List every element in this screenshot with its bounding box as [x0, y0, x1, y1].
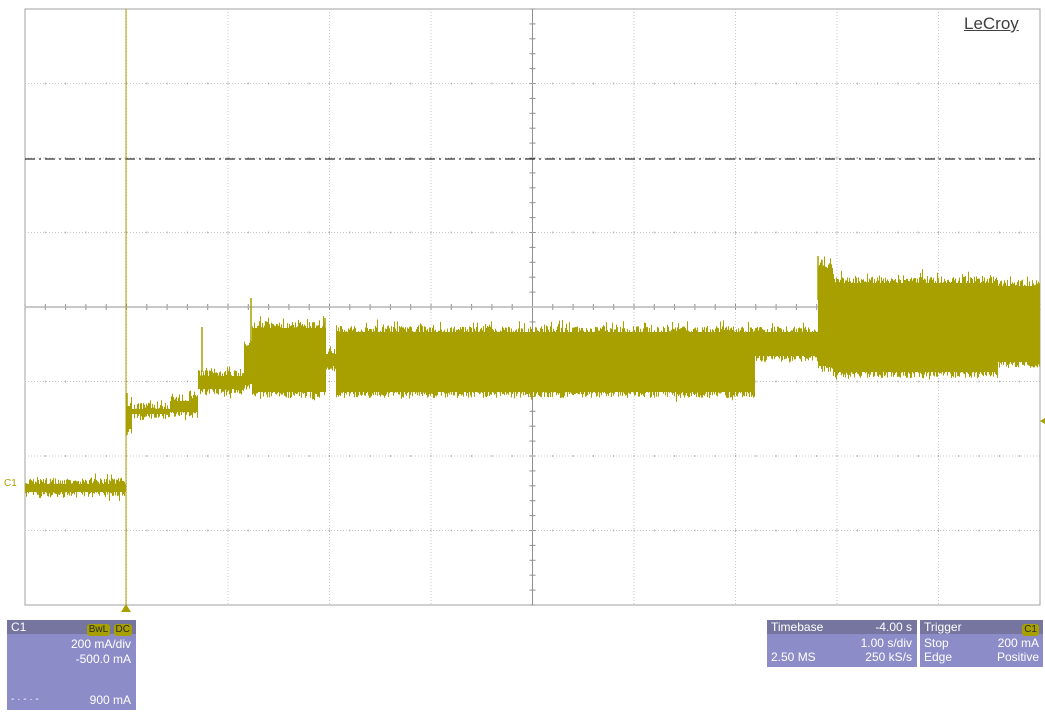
channel-name: C1 — [11, 620, 27, 634]
timebase-panel[interactable]: Timebase -4.00 s 1.00 s/div 2.50 MS 250 … — [767, 620, 917, 667]
bandwidth-limit-tag: BwL — [86, 624, 111, 636]
coupling-tag: DC — [113, 624, 132, 636]
trigger-position-marker — [121, 604, 131, 612]
timebase-delay: -4.00 s — [875, 620, 912, 634]
trigger-level: 200 mA — [997, 636, 1039, 650]
reference-line-legend: - · - · - — [11, 694, 39, 705]
time-per-div: 1.00 s/div — [860, 636, 912, 650]
trigger-title: Trigger — [924, 620, 962, 634]
trigger-level-marker — [1040, 418, 1045, 424]
channel-1-panel[interactable]: C1 BwL DC 200 mA/div -500.0 mA - · - · -… — [7, 620, 136, 710]
trigger-source-tag: C1 — [1022, 624, 1039, 636]
trigger-type: Edge — [924, 650, 953, 664]
sample-rate: 250 kS/s — [865, 650, 912, 664]
channel-offset: -500.0 mA — [75, 652, 131, 666]
channel-marker[interactable]: C1 — [4, 478, 17, 489]
sample-count: 2.50 MS — [771, 650, 816, 664]
trigger-panel[interactable]: Trigger C1 Stop 200 mA Edge Positive — [920, 620, 1043, 667]
brand-logo: LeCroy — [964, 14, 1019, 33]
trigger-slope: Positive — [996, 650, 1039, 664]
volts-per-div: 200 mA/div — [70, 637, 131, 651]
trigger-mode: Stop — [924, 636, 949, 650]
reference-value: 900 mA — [89, 693, 131, 707]
channel-1-trace — [25, 256, 1040, 501]
timebase-title: Timebase — [771, 620, 824, 634]
